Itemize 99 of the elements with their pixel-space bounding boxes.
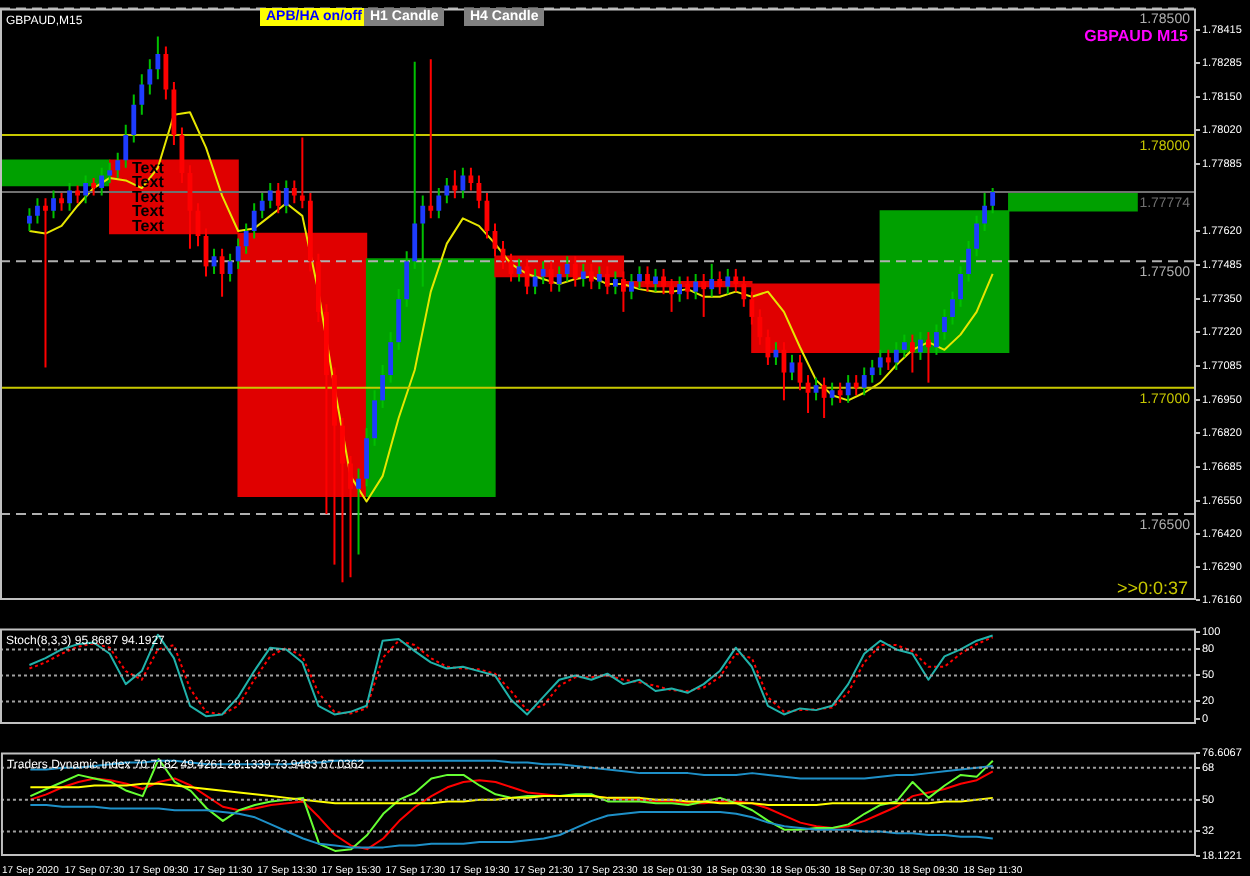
bar [365,258,496,498]
candlestick [765,328,771,366]
candlestick [275,181,281,215]
candlestick [990,187,996,215]
candlestick [364,427,369,488]
candlestick [926,331,931,384]
candlestick [412,60,418,270]
candlestick [749,290,755,326]
candlestick [837,381,843,404]
candlestick [621,270,626,313]
candlestick [733,267,739,293]
candlestick [629,272,634,301]
candlestick [942,308,947,341]
candlestick [612,270,618,296]
annotation: Text [132,187,165,206]
annotation: >>0:0:37 [1116,577,1188,598]
candlestick [131,93,137,144]
candlestick [51,189,56,220]
candlestick [267,181,273,210]
annotation: Text [132,216,165,235]
candlestick [243,222,249,255]
candlestick [564,255,570,283]
candlestick [380,363,386,409]
candlestick [677,275,683,303]
candlestick [918,331,923,361]
candlestick [901,333,907,359]
candlestick [548,260,554,293]
candlestick [291,179,297,205]
candlestick [283,179,289,215]
candlestick [861,366,867,397]
candlestick [709,262,715,298]
candlestick [460,166,466,200]
candlestick [115,151,121,179]
candlestick [893,341,899,372]
candlestick [909,333,915,374]
candlestick [27,207,32,233]
candlestick [685,275,691,301]
candlestick [372,389,377,447]
candlestick [741,275,747,308]
candlestick [958,265,963,308]
candlestick [388,331,394,384]
candlestick [139,73,145,116]
candlestick [348,454,353,579]
candlestick [556,265,562,293]
candlestick [950,290,955,326]
candlestick [235,237,241,270]
candlestick [107,161,113,184]
candlestick [789,353,795,382]
annotation: Text [132,202,165,221]
candlestick [693,272,699,301]
candlestick [340,417,345,584]
candlestick [420,194,426,288]
candlestick [35,197,40,225]
candlestick [83,174,89,205]
candlestick [604,265,610,296]
candlestick [588,262,594,291]
candlestick [251,202,257,240]
candlestick [966,240,971,283]
candlestick [404,250,410,308]
candlestick [717,270,723,296]
candlestick [669,278,674,313]
candlestick [356,467,361,556]
candlestick [532,267,538,296]
candlestick [43,197,48,369]
candlestick [428,58,434,220]
candlestick [227,252,233,283]
candlestick [155,35,161,81]
candlestick [396,288,402,351]
candlestick [974,214,980,258]
candlestick [524,257,530,296]
candlestick [299,136,305,210]
text: GBPAUD M15 [1084,27,1190,46]
candlestick [869,358,875,384]
candlestick [934,323,939,356]
candlestick [580,262,586,288]
candlestick [259,192,265,220]
candlestick [540,260,546,286]
candlestick [653,267,658,293]
candlestick [596,265,602,291]
candlestick [147,58,153,96]
candlestick [123,123,129,169]
candlestick [163,45,169,101]
candlestick [845,374,851,404]
candlestick [982,192,988,233]
candlestick [436,187,442,220]
candlestick [701,272,707,318]
candlestick [645,265,650,293]
candlestick [452,169,458,200]
candlestick [637,265,642,291]
candlestick [885,348,891,372]
candlestick [877,348,883,377]
candlestick [67,181,72,212]
candlestick [853,374,859,397]
candlestick [99,166,105,197]
candlestick [661,267,666,296]
candlestick [572,255,578,288]
candlestick [829,381,835,407]
candlestick [444,176,450,205]
candlestick [725,267,731,296]
